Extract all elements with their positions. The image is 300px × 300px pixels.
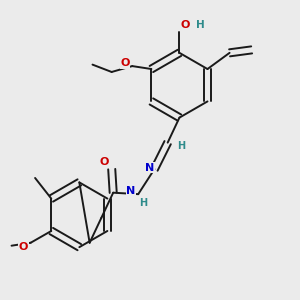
Text: O: O xyxy=(100,157,109,167)
Text: N: N xyxy=(126,186,136,196)
Text: O: O xyxy=(181,20,190,30)
Text: H: H xyxy=(177,141,185,151)
Text: O: O xyxy=(120,58,130,68)
Text: O: O xyxy=(19,242,28,252)
Text: H: H xyxy=(196,20,204,30)
Text: H: H xyxy=(140,198,148,208)
Text: N: N xyxy=(146,163,154,173)
